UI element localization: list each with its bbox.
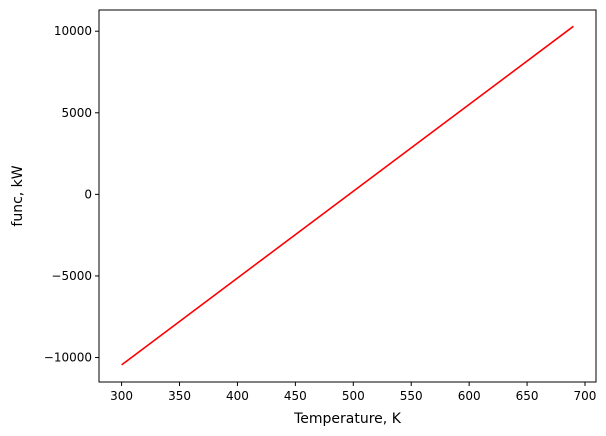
x-tick-label: 450	[284, 389, 307, 403]
x-axis-title: Temperature, K	[293, 411, 402, 427]
x-tick-label: 300	[110, 389, 133, 403]
x-tick-label: 600	[458, 389, 481, 403]
y-tick-label: 0	[84, 187, 92, 201]
x-tick-label: 700	[574, 389, 597, 403]
plot-frame	[98, 9, 597, 383]
y-axis-title: func, kW	[10, 165, 26, 226]
y-tick-label: −5000	[51, 269, 92, 283]
y-axis-ticks: −10000 −5000 0 5000 10000	[44, 24, 99, 365]
y-tick-label: 10000	[54, 24, 92, 38]
y-tick-label: −10000	[44, 351, 92, 365]
x-axis-ticks: 300 350 400 450 500 550 600 650 700	[110, 382, 596, 403]
x-tick-label: 650	[516, 389, 539, 403]
x-tick-label: 500	[342, 389, 365, 403]
series-line	[121, 25, 574, 366]
x-tick-label: 350	[168, 389, 191, 403]
series-layer	[121, 25, 574, 366]
x-tick-label: 550	[400, 389, 423, 403]
x-tick-label: 400	[226, 389, 249, 403]
y-tick-label: 5000	[61, 106, 92, 120]
